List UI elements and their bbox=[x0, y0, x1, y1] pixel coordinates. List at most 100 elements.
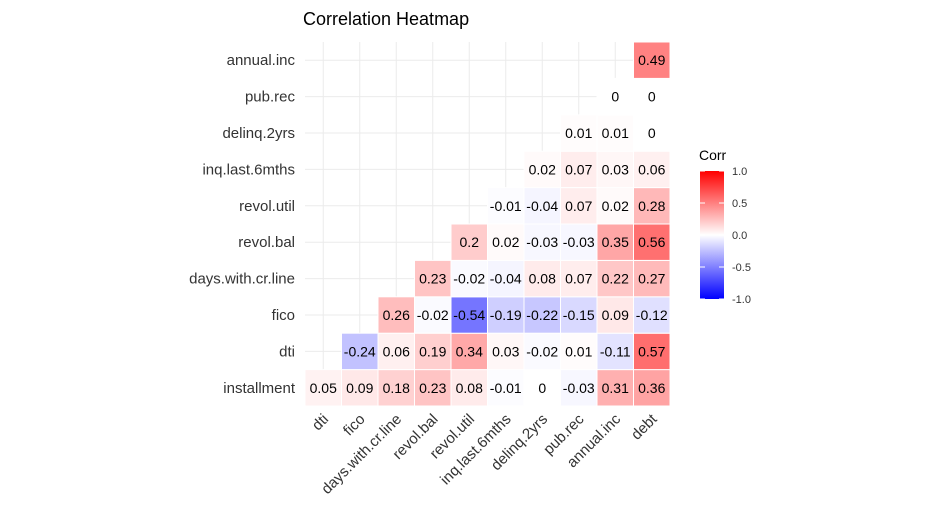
cell-value-label: 0.03 bbox=[602, 161, 629, 177]
heatmap-cell bbox=[560, 114, 598, 152]
cell-value-label: 0.49 bbox=[638, 52, 665, 68]
cell-value-label: 0.02 bbox=[529, 161, 556, 177]
y-axis-labels: installment dti fico days.with.cr.line revol… bbox=[189, 52, 296, 397]
y-tick-label: delinq.2yrs bbox=[222, 125, 295, 142]
heatmap-cell bbox=[523, 369, 561, 407]
heatmap-cell bbox=[414, 332, 452, 371]
legend-tick-label: 0.0 bbox=[732, 230, 747, 242]
cell-value-label: 0.07 bbox=[565, 161, 592, 177]
cell-value-label: 0 bbox=[648, 125, 656, 141]
heatmap-cell bbox=[341, 332, 379, 371]
cell-value-label: 0.34 bbox=[456, 343, 483, 359]
x-tick-label: fico bbox=[340, 411, 369, 440]
heatmap-cell bbox=[377, 296, 415, 334]
heatmap-cell bbox=[633, 41, 671, 79]
heatmap-cell bbox=[487, 259, 525, 298]
heatmap-cell bbox=[633, 187, 671, 225]
cell-value-label: 0.31 bbox=[602, 380, 629, 396]
heatmap-cell bbox=[523, 223, 561, 261]
legend: Corr 1.0 0.5 0.0 -0.5 -1.0 bbox=[699, 147, 751, 306]
cell-value-label: 0 bbox=[648, 89, 656, 105]
cell-value-label: 0.23 bbox=[419, 380, 446, 396]
heatmap-cell bbox=[633, 369, 671, 407]
x-axis-labels: dti ficodays.with.cr.linerevol.balrevol.u… bbox=[309, 410, 661, 497]
cell-value-label: -0.19 bbox=[490, 307, 522, 323]
cell-value-label: 0.07 bbox=[565, 271, 592, 287]
cell-value-label: -0.01 bbox=[490, 198, 522, 214]
cell-value-label: -0.15 bbox=[563, 307, 595, 323]
heatmap-cell bbox=[633, 332, 671, 371]
cell-value-label: 0.23 bbox=[419, 271, 446, 287]
heatmap-cell bbox=[523, 150, 561, 189]
cell-value-label: -0.02 bbox=[526, 343, 558, 359]
y-tick-label: installment bbox=[223, 380, 296, 397]
cell-value-label: 0.19 bbox=[419, 343, 446, 359]
cell-value-label: 0.09 bbox=[602, 307, 629, 323]
heatmap-cell bbox=[560, 332, 598, 371]
cell-value-label: 0.01 bbox=[602, 125, 629, 141]
heatmap-cell bbox=[304, 369, 342, 407]
cell-value-label: 0.36 bbox=[638, 380, 665, 396]
cell-value-label: -0.22 bbox=[526, 307, 558, 323]
cell-value-label: 0.01 bbox=[565, 343, 592, 359]
cell-value-label: 0.02 bbox=[602, 198, 629, 214]
cell-value-label: 0.01 bbox=[565, 125, 592, 141]
cell-value-label: -0.11 bbox=[600, 343, 631, 359]
y-tick-label: revol.bal bbox=[238, 234, 295, 251]
heatmap-cell bbox=[633, 114, 671, 152]
chart-title: Correlation Heatmap bbox=[303, 9, 469, 29]
heatmap-cell bbox=[560, 150, 598, 189]
heatmap-cell bbox=[560, 296, 598, 334]
legend-tick-label: 1.0 bbox=[732, 166, 747, 178]
cell-value-label: 0.09 bbox=[346, 380, 373, 396]
cell-value-label: -0.12 bbox=[636, 307, 668, 323]
cell-value-label: 0.18 bbox=[383, 380, 410, 396]
heatmap-cell bbox=[523, 296, 561, 334]
cell-value-label: 0 bbox=[538, 380, 546, 396]
heatmap-cell bbox=[560, 259, 598, 298]
cell-value-label: 0.26 bbox=[383, 307, 410, 323]
heatmap-cell bbox=[414, 369, 452, 407]
cell-value-label: -0.03 bbox=[563, 380, 595, 396]
cell-value-label: 0.07 bbox=[565, 198, 592, 214]
cell-value-label: -0.01 bbox=[490, 380, 522, 396]
cell-value-label: 0.57 bbox=[638, 343, 665, 359]
heatmap-cell bbox=[450, 259, 488, 298]
cell-value-label: 0.02 bbox=[492, 234, 519, 250]
heatmap-cell bbox=[596, 77, 634, 116]
cell-value-label: -0.24 bbox=[344, 343, 376, 359]
cell-value-label: 0.08 bbox=[529, 271, 556, 287]
legend-title: Corr bbox=[699, 147, 727, 163]
heatmap-cell bbox=[560, 187, 598, 225]
heatmap-cell bbox=[377, 332, 415, 371]
cell-value-label: -0.02 bbox=[417, 307, 449, 323]
cell-value-label: 0.56 bbox=[638, 234, 665, 250]
heatmap-cell bbox=[596, 187, 634, 225]
cell-value-label: -0.02 bbox=[453, 271, 485, 287]
heatmap-cells: 0.05 0.09 0.18 0.23 0.08 -0.01 0 -0.03 0.31 0.36 -… bbox=[304, 41, 671, 407]
heatmap-cell bbox=[633, 223, 671, 261]
cell-value-label: -0.03 bbox=[563, 234, 595, 250]
cell-value-label: -0.03 bbox=[526, 234, 558, 250]
legend-tick-label: -0.5 bbox=[732, 262, 751, 274]
y-tick-label: revol.util bbox=[239, 198, 295, 215]
x-tick-label: dti bbox=[309, 411, 332, 434]
x-tick-label: debt bbox=[628, 410, 661, 443]
cell-value-label: 0.08 bbox=[456, 380, 483, 396]
heatmap-cell bbox=[596, 296, 634, 334]
cell-value-label: 0.2 bbox=[460, 234, 480, 250]
heatmap-cell bbox=[596, 332, 634, 371]
legend-tick-label: -1.0 bbox=[732, 294, 751, 306]
heatmap-cell bbox=[633, 77, 671, 116]
cell-value-label: 0 bbox=[611, 89, 619, 105]
cell-value-label: 0.35 bbox=[602, 234, 629, 250]
cell-value-label: 0.28 bbox=[638, 198, 665, 214]
cell-value-label: 0.27 bbox=[638, 271, 665, 287]
cell-value-label: 0.22 bbox=[602, 271, 629, 287]
heatmap-cell bbox=[487, 187, 525, 225]
heatmap-cell bbox=[523, 332, 561, 371]
y-tick-label: days.with.cr.line bbox=[189, 271, 295, 288]
y-tick-label: dti bbox=[279, 343, 295, 360]
heatmap-cell bbox=[560, 223, 598, 261]
